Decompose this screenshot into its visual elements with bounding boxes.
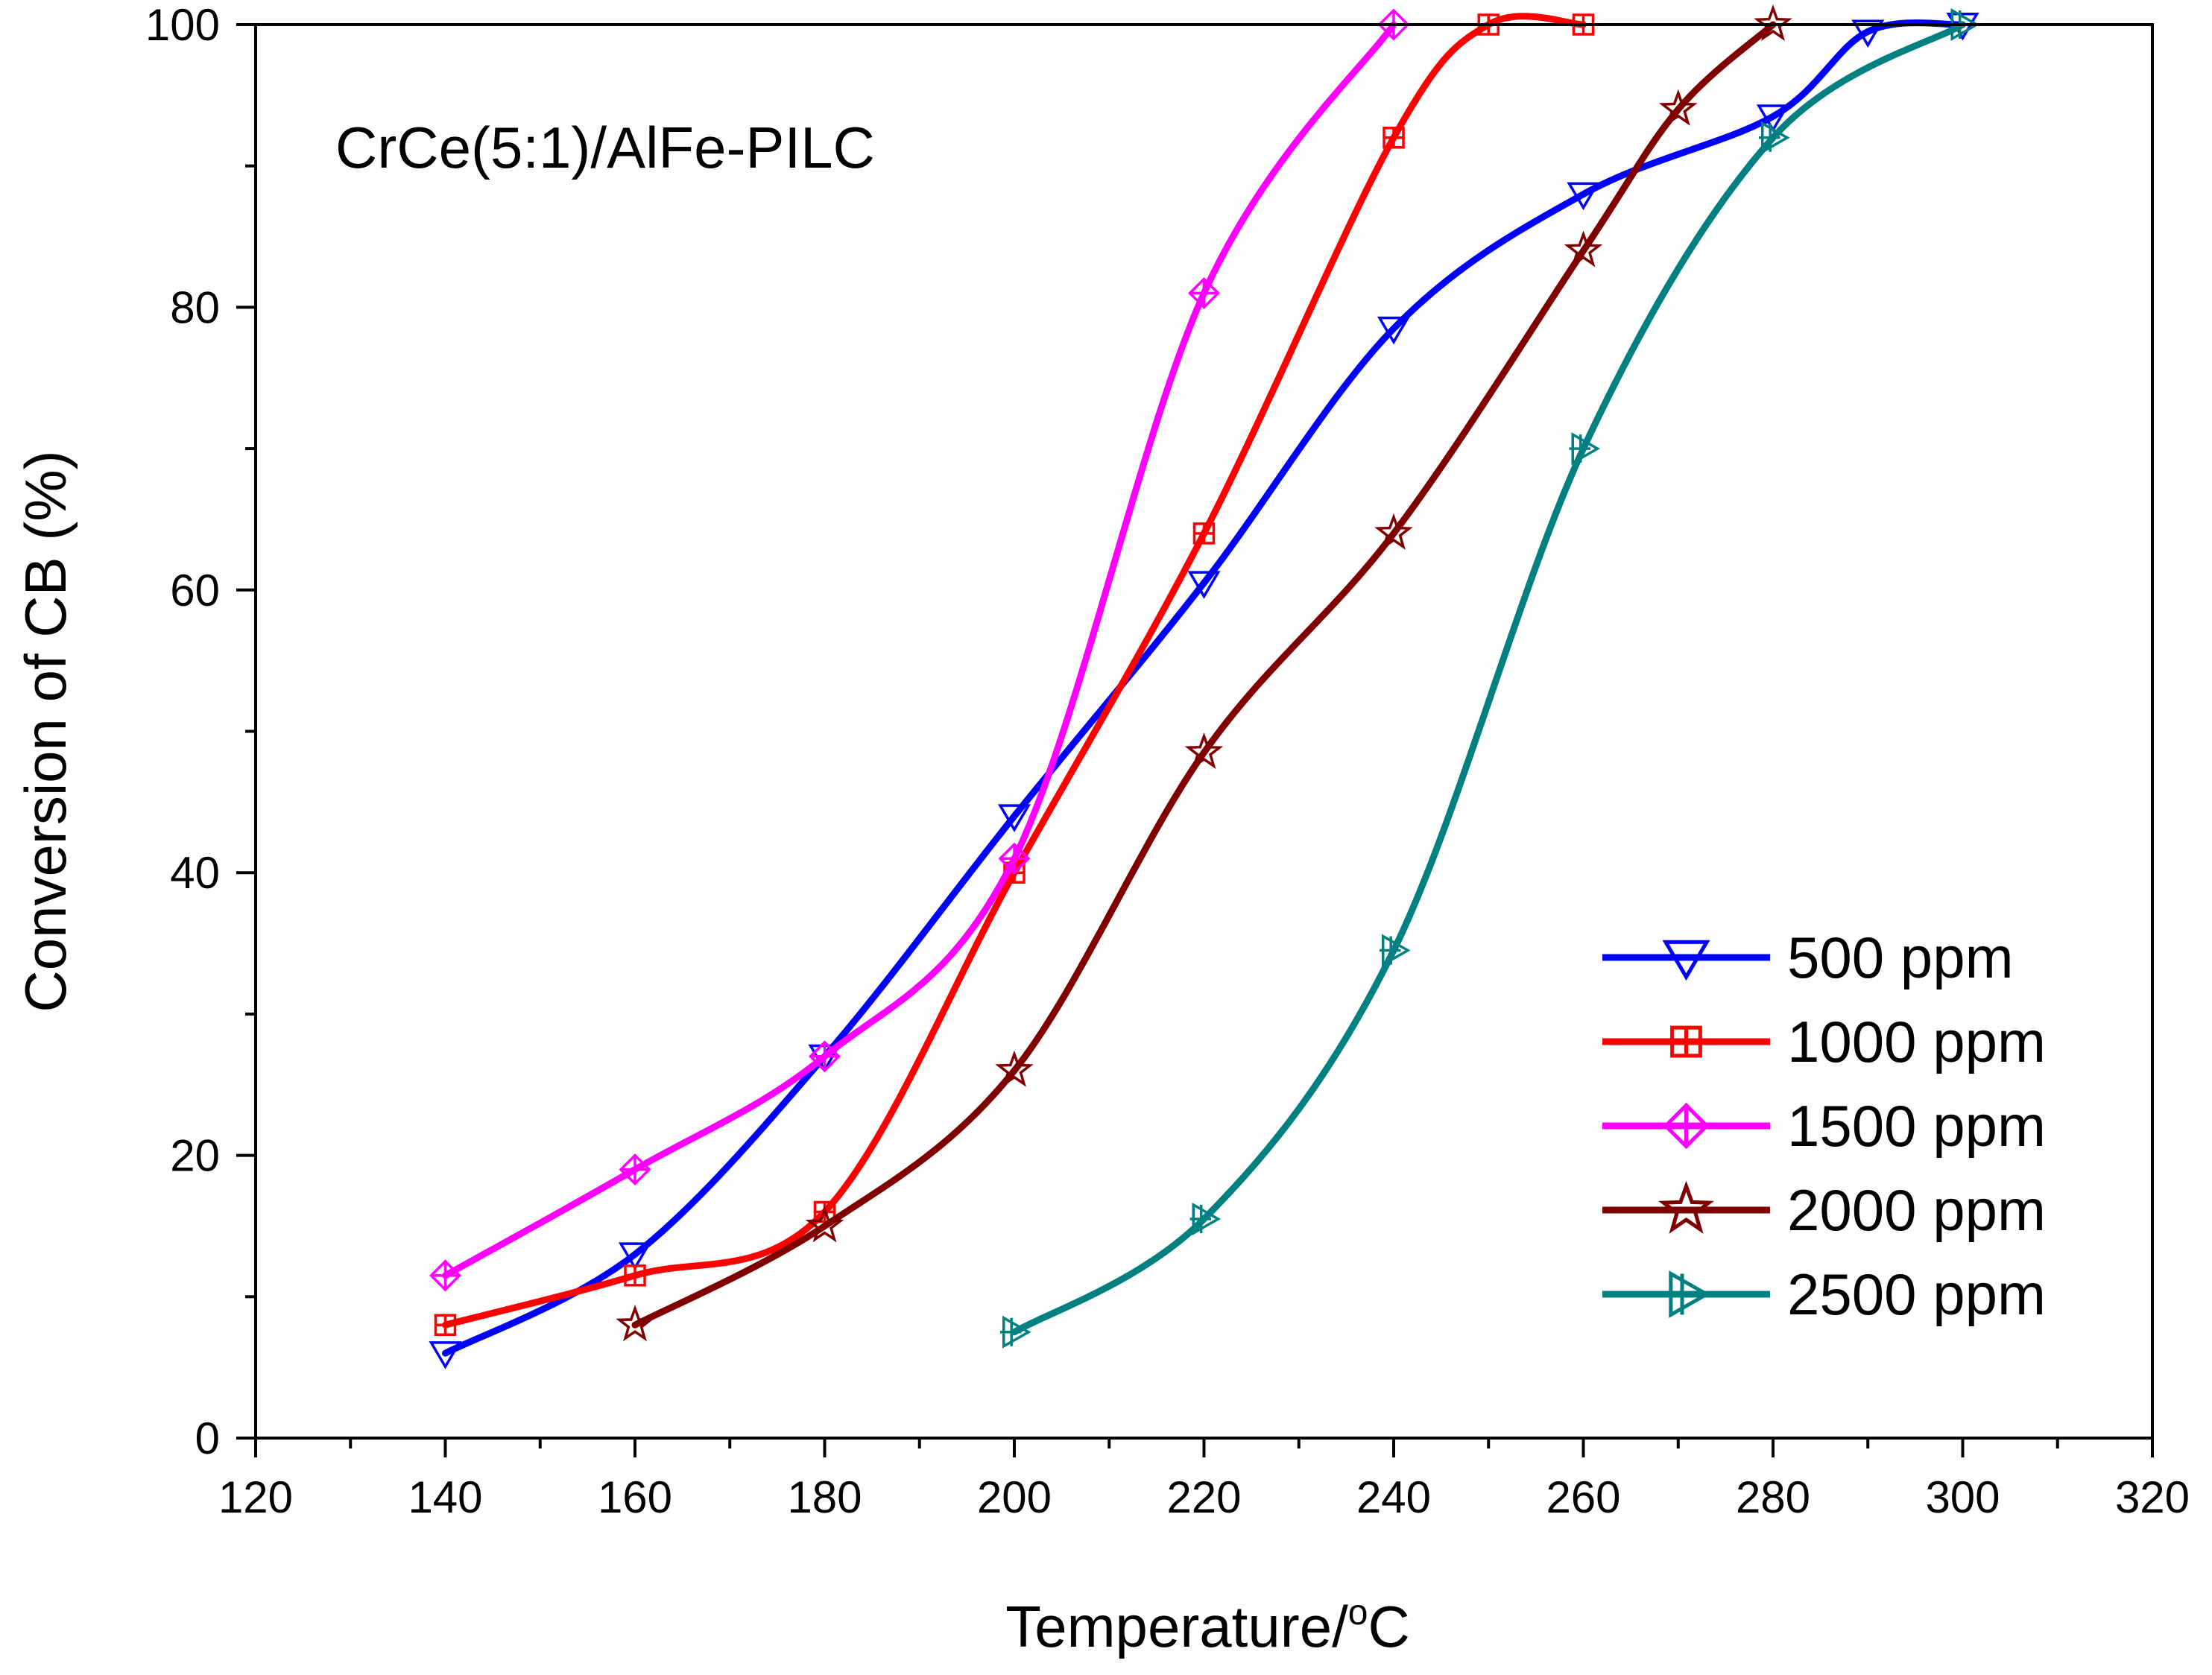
legend-marker (1658, 1180, 1714, 1234)
series-line-2000-ppm (631, 21, 1777, 1329)
x-tick-label: 140 (408, 1472, 482, 1522)
data-point-1000-ppm (1192, 522, 1216, 545)
legend-item-2500-ppm: 2500 ppm (1602, 1261, 2046, 1327)
data-point-2000-ppm (1658, 89, 1698, 126)
data-point-2000-ppm (1184, 732, 1224, 769)
y-tick-label: 100 (145, 0, 220, 50)
data-point-500-ppm (997, 804, 1031, 832)
legend-marker-wrap (1670, 1025, 1702, 1058)
x-axis-title-unit: C (1368, 1594, 1409, 1659)
legend-item-2000-ppm: 2000 ppm (1602, 1177, 2046, 1243)
x-tick-label: 120 (218, 1472, 293, 1522)
legend-marker-wrap (1662, 940, 1710, 981)
data-point-2500-ppm (1759, 121, 1790, 154)
legend-marker-wrap (1658, 1180, 1714, 1234)
legend-label: 1000 ppm (1787, 1009, 2046, 1074)
legend-marker (1663, 1102, 1710, 1150)
x-axis-title: Temperature/oC (1005, 1593, 1410, 1659)
y-tick-label: 60 (170, 566, 220, 615)
data-point-2000-ppm (805, 1206, 844, 1243)
x-tick-label: 300 (1925, 1472, 2000, 1522)
plot-frame (254, 23, 2154, 1440)
series-1000-ppm (434, 13, 1595, 1336)
series-layer (429, 4, 1980, 1370)
y-axis-title: Conversion of CB (%) (13, 450, 78, 1012)
data-point-2000-ppm (1374, 513, 1413, 550)
series-1500-ppm (429, 8, 1410, 1292)
data-point-500-ppm (1377, 316, 1411, 345)
x-tick-label: 200 (977, 1472, 1052, 1522)
series-2500-ppm (1000, 7, 1980, 1349)
data-point-500-ppm (1756, 104, 1790, 133)
series-2000-ppm (616, 4, 1792, 1342)
legend-label: 2500 ppm (1787, 1261, 2046, 1327)
legend-item-1500-ppm: 1500 ppm (1602, 1093, 2046, 1159)
legend: 500 ppm 1000 ppm 1500 ppm 2000 ppm 2500 ppm (1602, 925, 2046, 1327)
x-tick-label: 220 (1166, 1472, 1241, 1522)
y-tick-label: 20 (170, 1131, 220, 1181)
data-point-2500-ppm (1380, 934, 1411, 967)
data-point-2500-ppm (1569, 432, 1601, 466)
x-tick-label: 280 (1736, 1472, 1810, 1522)
data-point-1500-ppm (998, 842, 1031, 875)
legend-label: 500 ppm (1787, 925, 2014, 990)
x-axis-title-base: Temperature/ (1005, 1594, 1348, 1659)
x-tick-label: 240 (1356, 1472, 1431, 1522)
data-point-500-ppm (618, 1242, 652, 1270)
legend-marker-wrap (1665, 1270, 1711, 1318)
legend-label: 2000 ppm (1787, 1177, 2046, 1243)
x-tick-label: 320 (2115, 1472, 2190, 1522)
data-point-2500-ppm (1189, 1202, 1222, 1235)
y-tick-label: 0 (195, 1413, 220, 1463)
data-point-2000-ppm (1564, 230, 1603, 267)
series-line-1000-ppm (442, 13, 1587, 1329)
data-point-500-ppm (1567, 182, 1600, 211)
data-point-500-ppm (1851, 19, 1885, 48)
x-tick-label: 160 (598, 1472, 672, 1522)
data-point-2000-ppm (616, 1305, 654, 1342)
data-point-2000-ppm (995, 1050, 1034, 1087)
x-tick-label: 260 (1546, 1472, 1620, 1522)
data-point-1000-ppm (434, 1314, 457, 1336)
legend-marker (1670, 1025, 1702, 1058)
legend-item-1000-ppm: 1000 ppm (1602, 1009, 2046, 1074)
data-point-1500-ppm (1188, 276, 1220, 309)
y-tick-label: 80 (170, 282, 220, 332)
data-point-1000-ppm (1382, 127, 1405, 149)
legend-item-500-ppm: 500 ppm (1602, 925, 2014, 990)
plot-title: CrCe(5:1)/AlFe-PILC (335, 115, 875, 180)
tick-layer: 120 140 160 180 200 220 240 260 280 300 320 0 20 40 60… (145, 0, 2190, 1522)
legend-marker-wrap (1663, 1102, 1710, 1150)
data-point-1500-ppm (809, 1040, 841, 1073)
legend-label: 1500 ppm (1787, 1093, 2046, 1159)
data-point-500-ppm (1187, 571, 1221, 599)
legend-marker (1665, 1270, 1711, 1318)
data-point-1500-ppm (429, 1259, 461, 1292)
y-tick-label: 40 (170, 848, 220, 898)
legend-marker (1662, 940, 1710, 981)
data-point-2000-ppm (1754, 4, 1792, 41)
x-axis-title-superscript: o (1348, 1593, 1368, 1633)
data-point-500-ppm (429, 1341, 462, 1370)
data-point-2500-ppm (1000, 1315, 1031, 1349)
x-tick-label: 180 (787, 1472, 862, 1522)
data-point-1500-ppm (619, 1153, 651, 1186)
data-point-1000-ppm (624, 1264, 646, 1287)
